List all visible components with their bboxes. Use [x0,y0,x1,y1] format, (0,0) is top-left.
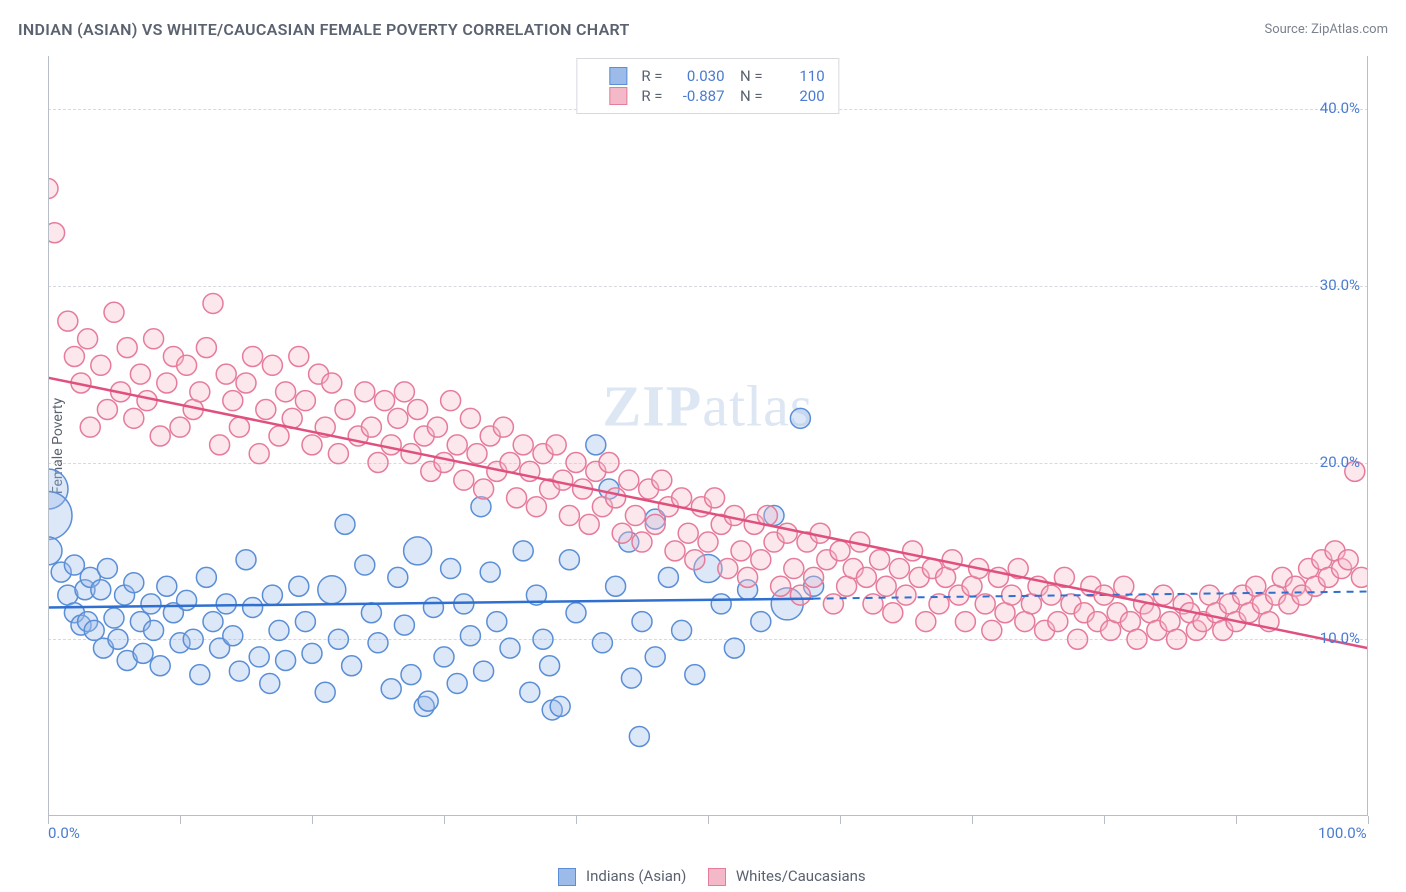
chart-title: INDIAN (ASIAN) VS WHITE/CAUCASIAN FEMALE… [18,20,630,39]
series-label-pink: Whites/Caucasians [736,867,866,885]
chart-header: INDIAN (ASIAN) VS WHITE/CAUCASIAN FEMALE… [18,20,1388,39]
y-tick-label: 30.0% [1320,276,1360,294]
x-tick-label: 100.0% [1318,824,1367,842]
y-tick-label: 40.0% [1320,99,1360,117]
series-legend: Indians (Asian) Whites/Caucasians [0,867,1406,886]
n-value-pink: 200 [771,87,825,105]
scatter-svg [48,56,1368,816]
r-label: R = [641,67,662,85]
series-label-blue: Indians (Asian) [586,867,686,885]
y-tick-label: 20.0% [1320,453,1360,471]
legend-swatch-blue-icon [558,868,576,886]
correlation-legend: R = 0.030 N = 110 R = -0.887 N = 200 [576,58,839,114]
legend-swatch-blue [609,67,627,85]
y-axis-line-left [48,56,49,816]
legend-row-pink: R = -0.887 N = 200 [591,87,824,105]
chart-source: Source: ZipAtlas.com [1264,22,1388,37]
legend-row-blue: R = 0.030 N = 110 [591,67,824,85]
y-axis-line-right [1367,56,1368,816]
legend-swatch-pink [609,87,627,105]
r-value-pink: -0.887 [671,87,725,105]
legend-swatch-pink-icon [708,868,726,886]
x-tick-label: 0.0% [48,824,80,842]
r-value-blue: 0.030 [671,67,725,85]
y-tick-label: 10.0% [1320,629,1360,647]
r-label: R = [641,87,662,105]
n-value-blue: 110 [771,67,825,85]
n-label: N = [733,87,763,105]
chart-plot-area: ZIPatlas R = 0.030 N = 110 R = -0.887 N … [48,56,1368,816]
n-label: N = [733,67,763,85]
